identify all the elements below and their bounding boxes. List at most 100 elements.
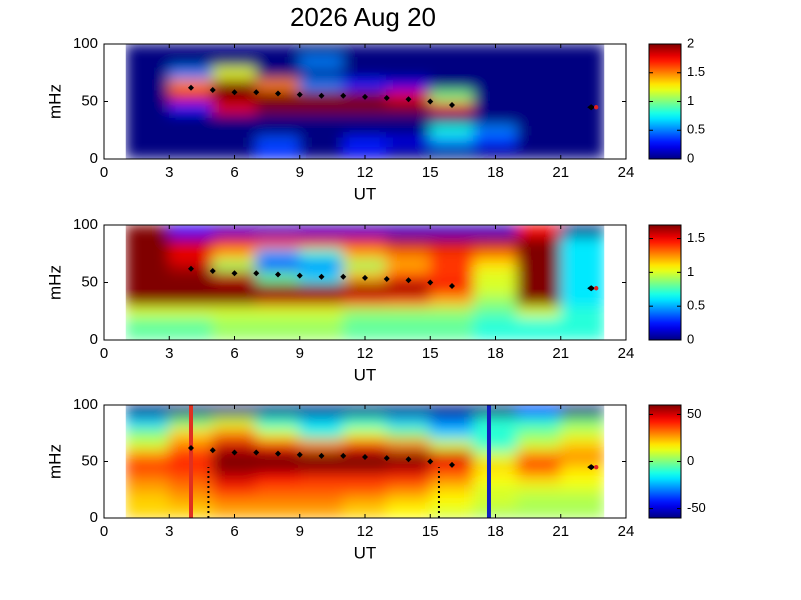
heat-cell [473, 415, 518, 429]
heat-cell [125, 427, 170, 440]
ridge-point [209, 268, 216, 274]
heat-cell [560, 259, 605, 272]
heat-cell [386, 124, 431, 137]
heat-cell [429, 405, 475, 417]
heat-cell [342, 112, 388, 125]
heat-cell [560, 328, 605, 340]
heat-cell [299, 124, 344, 137]
heat-cell [560, 282, 605, 295]
heat-cell [473, 66, 518, 79]
heat-cell [429, 78, 475, 91]
heat-cell [473, 472, 518, 485]
x-tick-label: 21 [552, 523, 569, 540]
x-tick-label: 0 [100, 345, 108, 362]
ridge-point [383, 455, 390, 462]
heat-cell [212, 101, 257, 114]
heat-cell [168, 101, 214, 114]
heat-cell [299, 328, 344, 340]
heat-cell [386, 101, 431, 114]
ridge-point [318, 273, 325, 280]
heat-cell [212, 506, 257, 518]
ridge-point [209, 87, 216, 93]
heat-cell [299, 438, 344, 451]
heat-cell [168, 124, 214, 137]
heat-cell [386, 494, 431, 508]
ridge-point [209, 447, 216, 454]
heat-cell [386, 55, 431, 68]
heat-cell [516, 438, 562, 451]
heat-cell [560, 101, 605, 114]
heat-cell [125, 438, 170, 451]
heat-cell [299, 78, 344, 91]
x-axis-label: UT [354, 543, 377, 562]
heat-cell [299, 305, 344, 318]
heat-cell [212, 483, 257, 496]
x-tick-label: 9 [296, 164, 304, 181]
x-axis-label: UT [354, 184, 377, 203]
heat-cell [125, 270, 170, 283]
ridge-point [449, 282, 455, 289]
heat-cell [125, 293, 170, 306]
heat-cell [516, 55, 562, 68]
heat-cell [386, 427, 431, 440]
heat-cell [516, 247, 562, 260]
x-tick-label: 12 [357, 164, 374, 181]
ridge-point [405, 456, 412, 463]
heat-cell [473, 89, 518, 102]
heat-cell [212, 135, 257, 148]
heat-cell [473, 293, 518, 306]
heat-cell [516, 66, 562, 79]
heat-cell [299, 427, 344, 440]
heat-cell [255, 147, 301, 159]
heat-cell [429, 270, 475, 283]
heatmap [125, 405, 605, 518]
y-tick-label: 100 [73, 35, 98, 52]
colorbar-tick-label: 1 [687, 264, 694, 279]
y-tick-label: 50 [81, 92, 98, 109]
heat-cell [168, 236, 214, 249]
heat-cell [255, 506, 301, 518]
heat-cell [125, 101, 170, 114]
heat-cell [212, 44, 257, 56]
heat-cell [473, 236, 518, 249]
ridge-point [427, 279, 434, 286]
heat-cell [473, 124, 518, 137]
heat-cell [429, 316, 475, 329]
heat-cell [386, 438, 431, 451]
ridge-point [231, 449, 238, 456]
heat-cell [212, 66, 257, 79]
heat-cell [212, 316, 257, 329]
heat-cell [212, 494, 257, 508]
x-tick-label: 0 [100, 164, 108, 181]
heat-cell [299, 147, 344, 159]
heat-cell [212, 247, 257, 260]
heat-cell [255, 44, 301, 56]
heat-cell [299, 135, 344, 148]
heat-cell [212, 225, 257, 237]
heat-cell [386, 305, 431, 318]
heat-cell [560, 247, 605, 260]
y-tick-label: 0 [90, 331, 98, 348]
heat-cell [299, 405, 344, 417]
heat-cell [560, 415, 605, 429]
heat-cell [516, 282, 562, 295]
x-tick-label: 3 [165, 523, 173, 540]
heat-cell [255, 112, 301, 125]
heat-cell [429, 293, 475, 306]
heat-cell [560, 305, 605, 318]
x-tick-label: 15 [422, 164, 439, 181]
heat-cell [429, 89, 475, 102]
heat-cell [125, 494, 170, 508]
heat-cell [168, 135, 214, 148]
heat-cell [473, 55, 518, 68]
heat-cell [473, 438, 518, 451]
heat-cell [429, 438, 475, 451]
heat-cell [255, 78, 301, 91]
heat-cell [342, 483, 388, 496]
heat-cell [212, 328, 257, 340]
x-tick-label: 9 [296, 345, 304, 362]
heat-cell [560, 449, 605, 462]
heat-cell [342, 135, 388, 148]
heat-cell [255, 293, 301, 306]
